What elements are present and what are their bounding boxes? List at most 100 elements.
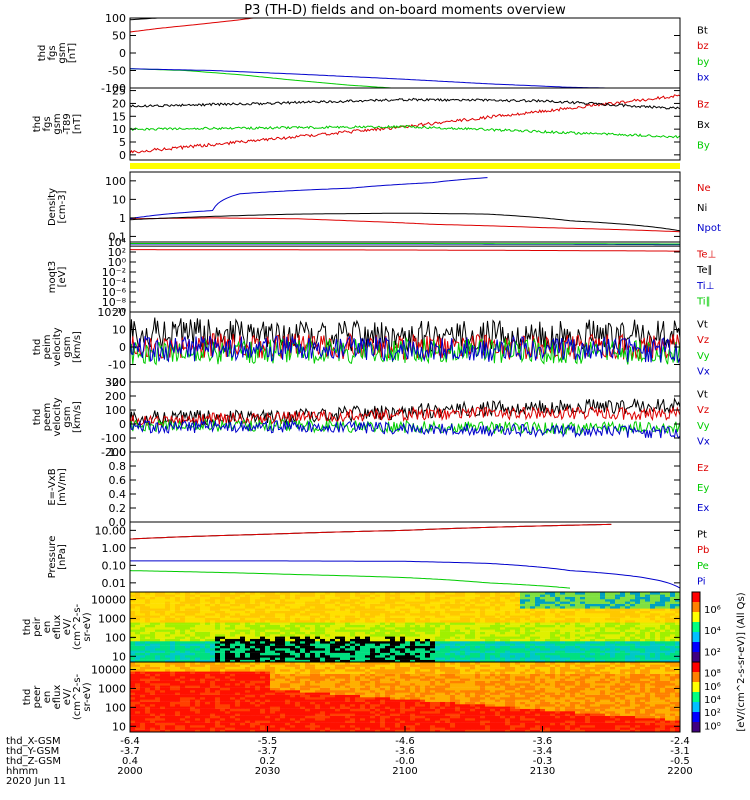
peir_eflux-cell [645, 596, 651, 600]
peir_eflux-cell [555, 627, 561, 630]
peir_eflux-cell [505, 599, 511, 602]
peer_eflux-cell [325, 708, 331, 712]
peir_eflux-cell [285, 608, 291, 611]
peir_eflux-cell [225, 613, 231, 616]
density-series-1 [129, 212, 681, 232]
peir_eflux-cell [145, 634, 151, 637]
peer_eflux-cell [270, 685, 276, 688]
peer_eflux-cell [310, 699, 316, 702]
peir_eflux-cell [540, 631, 546, 635]
peir_eflux-cell [505, 627, 511, 630]
peir_eflux-cell [545, 648, 551, 651]
peir_eflux-cell [250, 657, 256, 660]
peer_eflux-cell [340, 727, 346, 730]
peir_eflux-cell [460, 641, 466, 644]
peir_eflux-cell [150, 617, 156, 621]
peir_eflux-cell [345, 624, 351, 628]
panel-peem_velocity: 3002001000-100-200thdpeemvelocitygsm[km/… [32, 376, 710, 459]
peir_eflux-cell [630, 627, 636, 630]
peir_eflux-cell [335, 596, 341, 600]
peir_eflux-cell [610, 610, 616, 614]
peer_eflux-cell [155, 715, 161, 719]
peer_eflux-cell [145, 687, 151, 691]
peer_eflux-cell [150, 676, 156, 679]
peir_eflux-cell [480, 650, 486, 653]
peer_eflux-cell [175, 713, 181, 716]
peer_eflux-cell [350, 669, 356, 672]
peir_eflux-cell [675, 650, 681, 653]
peer_eflux-cell [160, 687, 166, 691]
peer_eflux-cell [355, 664, 361, 667]
peir_eflux-cell [350, 641, 356, 644]
peir_eflux-cell [430, 652, 436, 656]
peir_eflux-cell [370, 615, 376, 618]
peir_eflux-cell [410, 636, 416, 639]
peir_eflux-cell [670, 636, 676, 639]
peir_eflux-cell [450, 610, 456, 614]
peir_eflux-cell [340, 592, 346, 595]
peer_eflux-cell [230, 706, 236, 709]
peer_eflux-cell [180, 699, 186, 702]
peir_eflux-cell [285, 629, 291, 632]
peir_eflux-cell [480, 629, 486, 632]
peir_eflux-cell [580, 641, 586, 644]
peir_eflux-cell [195, 613, 201, 616]
peir_eflux-cell [645, 645, 651, 649]
peer_eflux-cell [130, 676, 136, 679]
peir_eflux-cell [265, 620, 271, 623]
peir_eflux-cell [520, 596, 526, 600]
peir_eflux-cell [450, 629, 456, 632]
peir_eflux-cell [165, 617, 171, 621]
peem_velocity-legend-Vt: Vt [697, 390, 708, 401]
peir_eflux-cell [590, 606, 596, 609]
peir_eflux-cell [660, 601, 666, 604]
peir_eflux-cell [520, 603, 526, 607]
peer_eflux-cell [210, 687, 216, 691]
peir_eflux-cell [190, 629, 196, 632]
peer_eflux-cell [260, 683, 266, 686]
peir_eflux-cell [430, 606, 436, 609]
peer_eflux-cell [290, 706, 296, 709]
peer_eflux-cell [195, 671, 201, 674]
peir_eflux-cell [140, 624, 146, 628]
peir_eflux-cell [285, 631, 291, 635]
peir_eflux-cell [140, 645, 146, 649]
peir_eflux-cell [255, 599, 261, 602]
peir_eflux-cell [140, 638, 146, 642]
peir_eflux-cell [220, 645, 226, 649]
peer_eflux-cell [260, 708, 266, 712]
peer_eflux-cell [345, 678, 351, 681]
peir_eflux-cell [135, 606, 141, 609]
peir_eflux-cell [550, 643, 556, 646]
peer_eflux-cell [215, 678, 221, 681]
peir_eflux-cell [160, 594, 166, 597]
peer_eflux-cell [260, 706, 266, 709]
peer_eflux-cell [200, 718, 206, 721]
peir_eflux-cell [400, 659, 406, 663]
peer_eflux-cell [350, 715, 356, 719]
peir_eflux-cell [260, 594, 266, 597]
peir_eflux-cell [515, 638, 521, 642]
peir_eflux-cell [435, 631, 441, 635]
peer_eflux-cell [260, 671, 266, 674]
peir_eflux-cell [365, 613, 371, 616]
peir_eflux-cell [550, 603, 556, 607]
peer_eflux-cell [170, 685, 176, 688]
peer_eflux-cell [325, 662, 331, 665]
peer_eflux-cell [250, 699, 256, 702]
peir_eflux-cell [440, 613, 446, 616]
peer_eflux-cell [355, 678, 361, 681]
peir_eflux-cell [540, 652, 546, 656]
peir_eflux-cell [645, 652, 651, 656]
peir_eflux-cell [330, 594, 336, 597]
peir_eflux-cell [420, 629, 426, 632]
peir_eflux-cell [405, 657, 411, 660]
peir_eflux-cell [470, 592, 476, 595]
peir_eflux-cell [515, 622, 521, 625]
peer_eflux-cell [150, 692, 156, 695]
peir_eflux-cell [355, 608, 361, 611]
peer_eflux-cell [210, 713, 216, 716]
peir_eflux-cell [315, 650, 321, 653]
peir_eflux-cell [200, 643, 206, 646]
peir_eflux-cell [210, 596, 216, 600]
